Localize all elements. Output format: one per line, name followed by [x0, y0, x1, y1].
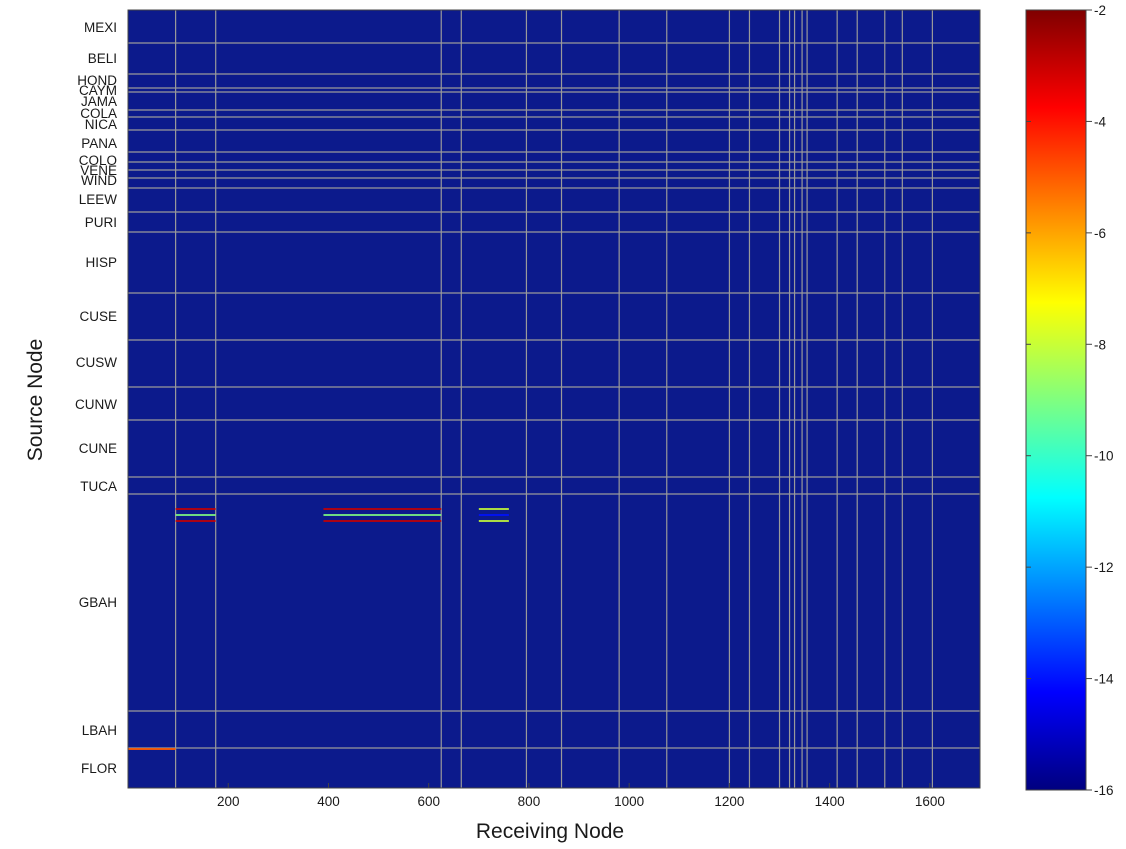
- x-tick-label: 200: [217, 794, 240, 809]
- heatmap-cell: [128, 748, 176, 750]
- colorbar-tick-label: -12: [1094, 560, 1114, 575]
- heatmap-cell: [175, 508, 216, 510]
- source-label-cusw: CUSW: [76, 355, 118, 370]
- heatmap-cells: [128, 508, 509, 750]
- source-label-lbah: LBAH: [82, 723, 117, 738]
- heatmap-cell: [175, 520, 216, 522]
- colorbar: [1025, 9, 1087, 791]
- colorbar-tick-label: -8: [1094, 337, 1106, 352]
- colorbar-tick-label: -16: [1094, 783, 1114, 798]
- source-label-beli: BELI: [88, 51, 117, 66]
- x-tick-label: 1200: [714, 794, 744, 809]
- heatmap-cell: [323, 520, 442, 522]
- x-tick-label: 1400: [815, 794, 845, 809]
- source-label-jama: JAMA: [81, 94, 117, 109]
- y-axis-label: Source Node: [24, 339, 47, 462]
- x-tick-label: 1600: [915, 794, 945, 809]
- source-label-cola: COLA: [80, 106, 117, 121]
- colorbar-tick-label: -10: [1094, 449, 1114, 464]
- heatmap-cell: [323, 508, 442, 510]
- heatmap-cell: [323, 514, 442, 516]
- source-label-cuse: CUSE: [79, 309, 117, 324]
- x-tick-label: 1000: [614, 794, 644, 809]
- source-label-gbah: GBAH: [79, 595, 117, 610]
- plot-background: [128, 10, 980, 788]
- source-label-puri: PURI: [85, 215, 117, 230]
- heatmap-cell: [478, 508, 509, 510]
- source-label-caym: CAYM: [79, 83, 117, 98]
- x-tick-label: 800: [518, 794, 541, 809]
- colorbar-tick-label: -6: [1094, 226, 1106, 241]
- source-label-pana: PANA: [81, 136, 117, 151]
- source-label-leew: LEEW: [79, 192, 118, 207]
- x-axis-label: Receiving Node: [476, 820, 624, 843]
- source-label-hond: HOND: [77, 73, 117, 88]
- colorbar-tick-label: -14: [1094, 672, 1114, 687]
- source-label-hisp: HISP: [85, 255, 117, 270]
- source-label-flor: FLOR: [81, 761, 117, 776]
- source-label-cune: CUNE: [79, 441, 117, 456]
- source-label-nica: NICA: [85, 117, 117, 132]
- source-region-separators: [128, 42, 980, 749]
- source-label-vene: VENE: [80, 163, 117, 178]
- source-label-colo: COLO: [79, 153, 117, 168]
- x-axis-ticks: 200 400 600 800 1000 1200 1400 1600: [217, 783, 945, 809]
- x-tick-label: 400: [317, 794, 340, 809]
- colorbar-tick-label: -4: [1094, 114, 1106, 129]
- source-label-wind: WIND: [81, 173, 117, 188]
- heatmap-cell: [478, 520, 509, 522]
- heatmap-cell: [478, 514, 509, 516]
- source-label-mexi: MEXI: [84, 20, 117, 35]
- plot-frame: [127, 9, 981, 789]
- source-label-tuca: TUCA: [80, 479, 117, 494]
- heatmap-cell: [175, 514, 216, 516]
- colorbar-tick-label: -2: [1094, 3, 1106, 18]
- source-label-cunw: CUNW: [75, 397, 117, 412]
- receiving-region-separators: [175, 10, 933, 788]
- x-tick-label: 600: [417, 794, 440, 809]
- colorbar-ticks: -2 -4 -6 -8 -10 -12 -14 -16: [1026, 3, 1114, 798]
